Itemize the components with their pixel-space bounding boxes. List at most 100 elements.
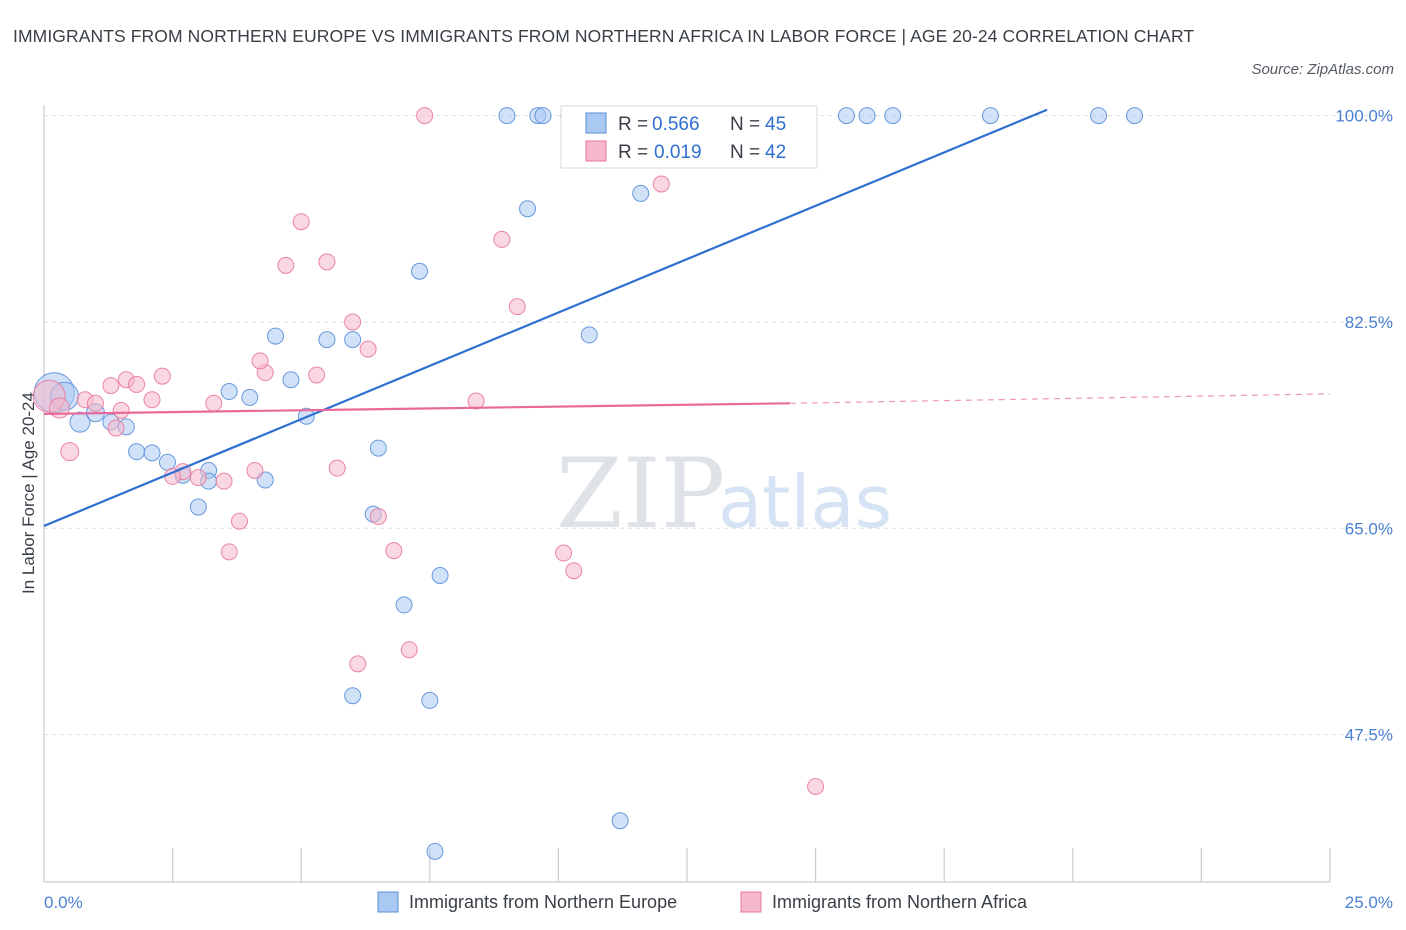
northern-europe-point-34 (611, 812, 629, 830)
northern-africa-point-14 (215, 472, 233, 490)
trend-line-northern-africa-extension (789, 393, 1331, 404)
y-tick-label-0: 100.0% (1335, 107, 1393, 126)
northern-europe-point-36 (837, 107, 855, 125)
northern-europe-point-2 (69, 411, 91, 433)
northern-europe-point-24 (411, 262, 429, 280)
stats-legend-r-label-pink: R = (618, 142, 648, 163)
northern-africa-point-2 (60, 442, 80, 462)
northern-africa-point-26 (349, 655, 367, 673)
northern-europe-point-33 (580, 326, 598, 344)
y-tick-label-2: 65.0% (1345, 519, 1393, 538)
northern-europe-point-7 (143, 444, 161, 462)
y-axis-label: In Labor Force | Age 20-24 (19, 392, 38, 594)
northern-africa-point-1 (48, 397, 70, 419)
northern-africa-point-16 (230, 512, 248, 530)
northern-africa-point-29 (385, 542, 403, 560)
northern-africa-point-12 (189, 469, 207, 487)
x-tick-label-max: 25.0% (1345, 893, 1393, 912)
northern-europe-point-17 (266, 327, 284, 345)
stats-legend-r-label-blue: R = (618, 114, 648, 135)
northern-africa-point-27 (359, 340, 377, 358)
northern-europe-point-26 (421, 691, 439, 709)
northern-europe-point-37 (858, 107, 876, 125)
northern-europe-point-39 (981, 107, 999, 125)
stats-legend-n-value-pink: 42 (765, 142, 786, 163)
watermark-zip: ZIP (556, 438, 725, 550)
legend-label-northern-africa: Immigrants from Northern Africa (772, 892, 1028, 912)
northern-europe-point-23 (395, 596, 413, 614)
northern-europe-point-19 (318, 331, 336, 349)
stats-legend-n-label-blue: N = (730, 114, 760, 135)
northern-africa-point-19 (251, 352, 269, 370)
northern-africa-point-10 (153, 367, 171, 385)
northern-europe-point-38 (884, 107, 902, 125)
northern-europe-point-42 (344, 687, 362, 705)
northern-europe-point-43 (534, 107, 552, 125)
stats-legend-n-value-blue: 45 (765, 114, 786, 135)
northern-europe-point-25 (431, 566, 449, 584)
trend-line-northern-europe (43, 108, 1048, 527)
northern-africa-point-37 (652, 175, 670, 193)
northern-europe-point-20 (344, 331, 362, 349)
northern-europe-point-21 (369, 439, 387, 457)
northern-africa-point-32 (467, 392, 485, 410)
northern-europe-point-6 (128, 443, 146, 461)
stats-legend-r-value-blue: 0.566 (652, 114, 700, 135)
northern-africa-point-6 (112, 401, 130, 419)
northern-europe-point-10 (189, 498, 207, 516)
northern-africa-point-4 (86, 394, 104, 412)
northern-africa-point-15 (220, 543, 238, 561)
northern-europe-point-28 (519, 200, 537, 218)
legend-swatch-northern-africa (740, 891, 762, 913)
northern-africa-point-23 (318, 253, 336, 271)
northern-europe-point-29 (498, 107, 516, 125)
stats-legend-swatch-blue (585, 112, 607, 134)
chart-title: IMMIGRANTS FROM NORTHERN EUROPE VS IMMIG… (13, 26, 1195, 46)
northern-europe-point-41 (1126, 107, 1144, 125)
northern-africa-point-33 (493, 230, 511, 248)
northern-europe-point-14 (241, 388, 259, 406)
x-axis-ticks (172, 848, 1331, 882)
watermark-atlas: atlas (718, 460, 892, 544)
bottom-legend: Immigrants from Northern Europe Immigran… (377, 891, 1028, 913)
northern-europe-point-13 (220, 383, 238, 401)
chart-source: Source: ZipAtlas.com (1251, 61, 1394, 78)
grid-lines (44, 115, 1393, 736)
x-tick-label-min: 0.0% (44, 893, 83, 912)
northern-africa-point-39 (807, 777, 825, 795)
trend-line-northern-africa (43, 402, 790, 416)
northern-europe-point-35 (632, 184, 650, 202)
northern-africa-point-13 (205, 394, 223, 412)
northern-africa-point-8 (128, 375, 146, 393)
stats-legend: R = 0.566 N = 45 R = 0.019 N = 42 (560, 105, 818, 169)
stats-legend-swatch-pink (585, 140, 607, 162)
northern-europe-point-16 (282, 371, 300, 389)
northern-europe-point-40 (1090, 107, 1108, 125)
northern-africa-point-25 (344, 313, 362, 331)
y-tick-label-3: 47.5% (1345, 726, 1393, 745)
stats-legend-n-label-pink: N = (730, 142, 760, 163)
northern-africa-point-22 (308, 366, 326, 384)
northern-africa-point-17 (246, 462, 264, 480)
northern-africa-point-34 (508, 298, 526, 316)
northern-africa-point-36 (565, 562, 583, 580)
northern-africa-point-40 (107, 419, 125, 437)
northern-africa-point-9 (143, 391, 161, 409)
northern-africa-point-30 (400, 641, 418, 659)
stats-legend-r-value-pink: 0.019 (654, 142, 702, 163)
legend-label-northern-europe: Immigrants from Northern Europe (409, 892, 677, 912)
northern-africa-point-31 (416, 107, 434, 125)
northern-africa-point-21 (292, 213, 310, 231)
y-axis-tick-labels: 100.0% 82.5% 65.0% 47.5% (1335, 107, 1393, 745)
northern-europe-point-8 (158, 453, 176, 471)
y-tick-label-1: 82.5% (1345, 313, 1393, 332)
trend-lines (43, 108, 1331, 527)
series-northern-africa-points (32, 107, 825, 795)
northern-africa-point-35 (555, 544, 573, 562)
northern-africa-point-28 (369, 507, 387, 525)
northern-africa-point-5 (102, 377, 120, 395)
northern-europe-point-27 (426, 842, 444, 860)
northern-africa-point-24 (328, 459, 346, 477)
northern-africa-point-20 (277, 256, 295, 274)
